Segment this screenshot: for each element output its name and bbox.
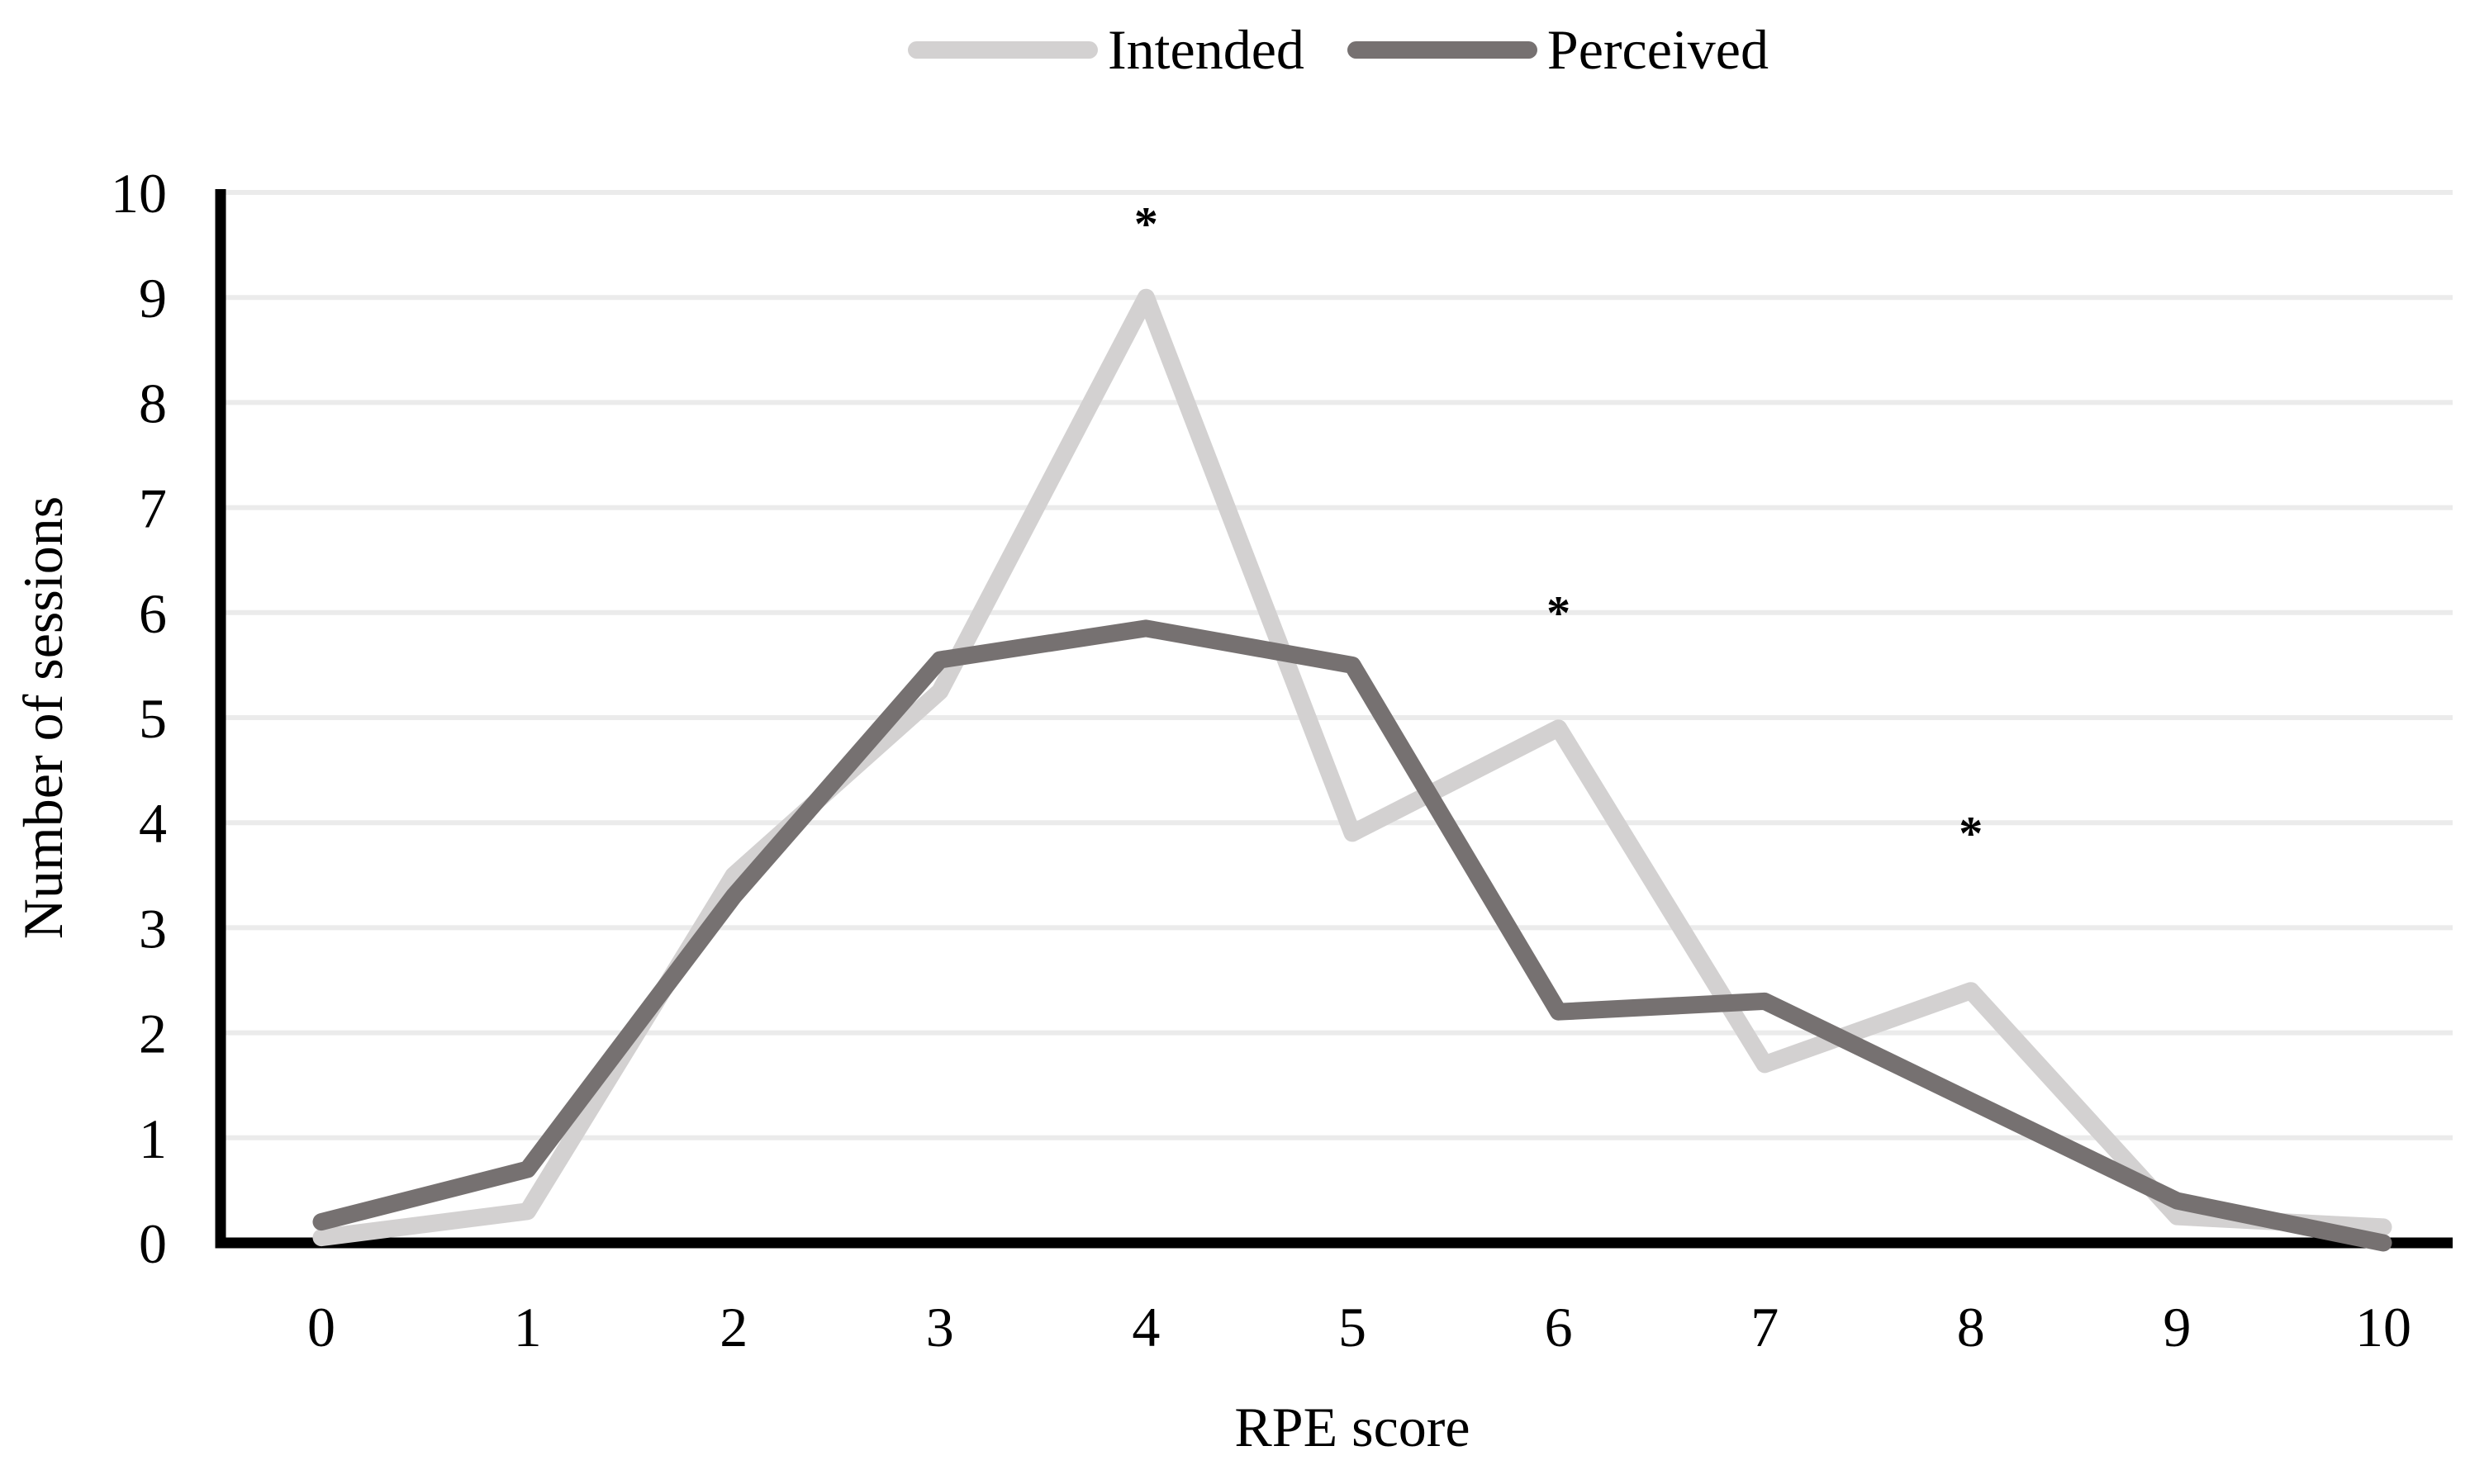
y-tick-label-2: 2 — [139, 1003, 167, 1065]
x-tick-label-4: 4 — [1132, 1296, 1160, 1358]
y-tick-label-9: 9 — [139, 267, 167, 330]
x-axis-title: RPE score — [1234, 1396, 1470, 1458]
y-tick-label-6: 6 — [139, 582, 167, 645]
significance-asterisk-1: * — [1546, 586, 1570, 639]
y-tick-label-0: 0 — [139, 1212, 167, 1275]
series-line-intended — [312, 288, 2392, 1247]
x-tick-label-7: 7 — [1750, 1296, 1779, 1358]
legend-label-perceived: Perceived — [1546, 18, 1769, 81]
y-tick-label-4: 4 — [139, 792, 167, 855]
x-tick-label-6: 6 — [1545, 1296, 1573, 1358]
significance-asterisk-2: * — [1959, 806, 1983, 860]
y-tick-label-1: 1 — [139, 1107, 167, 1170]
legend-label-intended: Intended — [1108, 18, 1304, 81]
x-tick-label-2: 2 — [720, 1296, 748, 1358]
significance-asterisk-0: * — [1134, 197, 1158, 251]
y-tick-label-3: 3 — [139, 897, 167, 960]
y-tick-label-8: 8 — [139, 372, 167, 434]
x-tick-label-8: 8 — [1957, 1296, 1985, 1358]
y-tick-label-7: 7 — [139, 477, 167, 540]
x-tick-label-0: 0 — [307, 1296, 335, 1358]
y-tick-label-5: 5 — [139, 687, 167, 750]
y-tick-label-10: 10 — [111, 162, 167, 225]
x-tick-label-9: 9 — [2163, 1296, 2191, 1358]
y-axis-title: Number of sessions — [12, 495, 74, 940]
legend-item-intended: Intended — [908, 21, 1304, 78]
x-tick-label-1: 1 — [514, 1296, 542, 1358]
x-tick-label-10: 10 — [2355, 1296, 2411, 1358]
x-tick-label-5: 5 — [1338, 1296, 1366, 1358]
legend-item-perceived: Perceived — [1347, 21, 1769, 78]
intended-line-swatch-icon — [908, 40, 1098, 59]
chart-legend: Intended Perceived — [908, 21, 1769, 78]
series-line-perceived — [312, 619, 2392, 1252]
x-tick-label-3: 3 — [926, 1296, 954, 1358]
perceived-line-swatch-icon — [1347, 40, 1537, 59]
